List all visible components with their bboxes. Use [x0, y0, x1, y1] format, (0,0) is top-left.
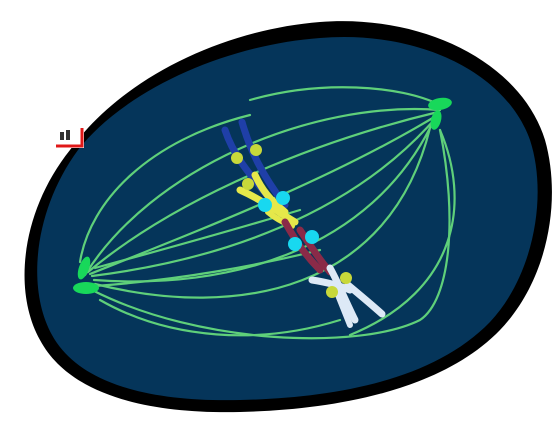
kinetochore-dot: [288, 237, 302, 251]
centromere-dot: [340, 272, 352, 284]
kinetochore-dot: [276, 191, 290, 205]
centromere-dot: [242, 178, 254, 190]
centromere-dot: [250, 144, 262, 156]
kinetochore-dot: [305, 230, 319, 244]
centromere-dot: [326, 286, 338, 298]
corner-frame-icon: [54, 126, 84, 148]
centromere-dot: [231, 152, 243, 164]
kinetochore-dot: [258, 198, 272, 212]
